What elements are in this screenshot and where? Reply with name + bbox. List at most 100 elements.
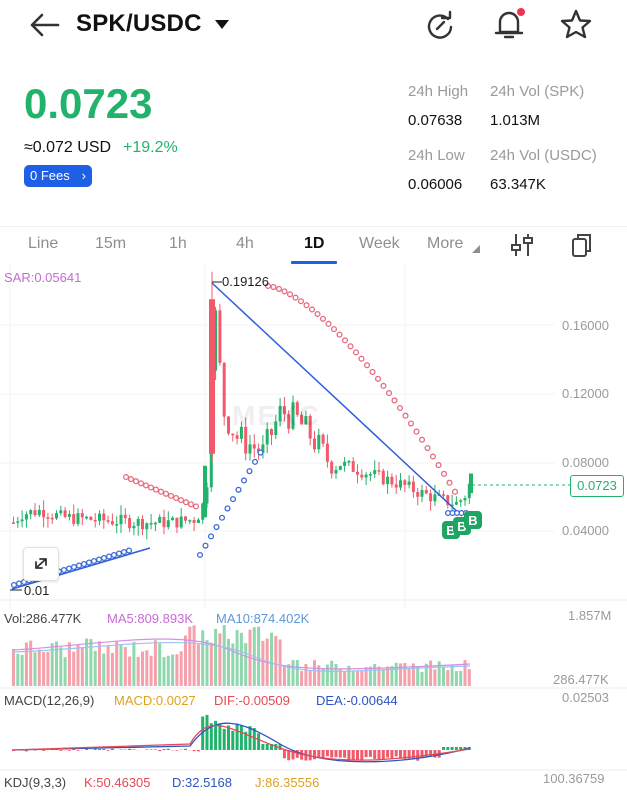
volume-bar xyxy=(239,632,243,686)
d-label: D:32.5168 xyxy=(172,775,232,790)
sar-dot xyxy=(15,580,23,587)
volume-bar xyxy=(300,671,304,686)
candle-body xyxy=(265,429,269,445)
candle-body xyxy=(463,498,467,501)
volume-bar xyxy=(454,671,458,686)
macd-bar xyxy=(360,750,364,761)
candle-body xyxy=(270,429,273,435)
macd-bar xyxy=(59,750,63,751)
volume-bar xyxy=(145,650,149,686)
volume-bar xyxy=(274,636,278,686)
tab-more[interactable]: More xyxy=(427,235,464,252)
back-arrow-icon[interactable] xyxy=(28,12,60,38)
y-tick: 0.16000 xyxy=(562,318,609,333)
candle-body xyxy=(89,516,93,520)
sar-dot xyxy=(341,337,349,344)
candle-body xyxy=(192,520,196,524)
volume-bar xyxy=(188,626,192,686)
candle-body xyxy=(295,402,299,415)
sar-dot xyxy=(90,557,98,565)
macd-bar xyxy=(282,750,286,759)
volume-bar xyxy=(192,625,196,686)
candle-body xyxy=(110,521,114,525)
candle-body xyxy=(373,470,377,475)
chevron-right-icon: › xyxy=(81,168,86,183)
candle-body xyxy=(20,519,24,522)
sar-dot xyxy=(391,397,398,404)
copy-chart-icon[interactable] xyxy=(570,231,594,259)
candle-body xyxy=(407,481,411,485)
candle-body xyxy=(313,438,316,450)
volume-bar xyxy=(351,671,355,686)
sar-dot xyxy=(325,320,332,327)
candle-body xyxy=(201,503,205,520)
ma10-line xyxy=(11,641,471,672)
tab-15m[interactable]: 15m xyxy=(95,235,127,252)
candle-body xyxy=(330,461,334,474)
candle-body xyxy=(343,461,347,466)
volume-bar xyxy=(282,665,286,686)
candle-body xyxy=(351,461,355,472)
vol-usdc-value: 63.347K xyxy=(490,176,546,193)
candle-body xyxy=(145,523,149,530)
tab-1d[interactable]: 1D xyxy=(304,235,325,252)
fees-button[interactable]: 0 Fees › xyxy=(24,165,92,187)
low-marker-label: 0.01 xyxy=(24,583,50,598)
candle-body xyxy=(381,470,385,485)
macd-bar xyxy=(239,725,243,750)
expand-chart-button[interactable] xyxy=(23,547,59,581)
candle-body xyxy=(59,510,63,514)
tab-line[interactable]: Line xyxy=(28,235,59,252)
candle-body xyxy=(12,522,15,524)
sar-dot xyxy=(286,291,294,298)
candle-body xyxy=(50,517,54,520)
volume-bar xyxy=(72,651,76,686)
y-tick: 0.08000 xyxy=(562,455,609,470)
macd-bar xyxy=(102,748,106,750)
sar-dot xyxy=(95,556,103,563)
more-caret-icon xyxy=(472,245,480,253)
refresh-icon[interactable] xyxy=(424,10,456,42)
macd-bar xyxy=(227,725,230,750)
sar-dot xyxy=(446,479,453,486)
candle-body xyxy=(403,480,407,485)
candle-body xyxy=(218,310,222,363)
caret-down-icon[interactable] xyxy=(214,19,230,31)
sar-dot xyxy=(407,420,415,427)
tab-4h[interactable]: 4h xyxy=(236,235,254,252)
star-icon[interactable] xyxy=(559,8,593,40)
macd-bar xyxy=(192,750,196,752)
bell-icon[interactable] xyxy=(491,6,527,42)
sar-dot xyxy=(369,368,376,375)
candle-body xyxy=(252,444,256,449)
tab-1h[interactable]: 1h xyxy=(169,235,187,252)
indicator-settings-icon[interactable] xyxy=(510,231,534,259)
macd-bar xyxy=(454,747,458,750)
candle-body xyxy=(222,362,226,417)
candle-body xyxy=(334,469,338,474)
candle-body xyxy=(29,510,33,515)
volume-bar xyxy=(37,649,41,686)
sar-dot xyxy=(162,490,170,497)
sar-dot xyxy=(314,310,321,318)
candle-body xyxy=(24,514,28,520)
volume-bar xyxy=(278,639,282,686)
sar-dot xyxy=(110,551,118,559)
tab-week[interactable]: Week xyxy=(359,235,400,252)
volume-bar xyxy=(227,638,230,686)
macd-axis-top: 0.02503 xyxy=(562,690,609,705)
volume-bar xyxy=(459,671,463,686)
candle-body xyxy=(304,415,308,425)
pair-title[interactable]: SPK/USDC xyxy=(76,10,202,37)
candle-body xyxy=(291,402,295,429)
macd-bar xyxy=(248,726,252,750)
volume-bar xyxy=(102,653,106,686)
buy-marker-label: B xyxy=(457,519,466,534)
volume-bar xyxy=(50,643,54,686)
sar-dot xyxy=(80,560,88,568)
candle-body xyxy=(424,490,428,494)
volume-bar xyxy=(360,670,364,686)
ma5-line xyxy=(11,638,471,670)
volume-bar xyxy=(128,656,132,686)
